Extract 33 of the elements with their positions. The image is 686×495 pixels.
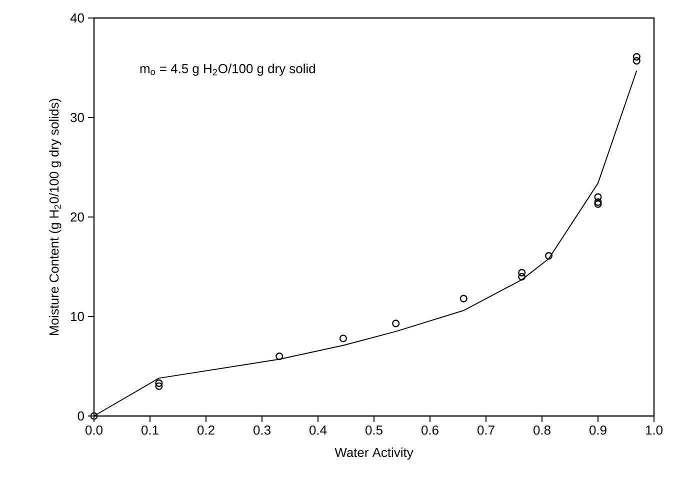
point bbox=[460, 294, 468, 302]
point bbox=[594, 193, 602, 201]
x-tick-label: 0.5 bbox=[366, 426, 382, 435]
x-tick-label: 0.7 bbox=[478, 426, 494, 435]
y-tick-label: 40 bbox=[70, 13, 84, 23]
point bbox=[518, 268, 526, 277]
point bbox=[632, 53, 640, 61]
x-tick-label: 0.3 bbox=[254, 426, 270, 435]
y-tick-label: 0 bbox=[78, 411, 84, 421]
x-tick-label: 0.1 bbox=[142, 426, 158, 435]
point bbox=[518, 272, 526, 280]
point bbox=[544, 252, 553, 260]
x-tick-label: 0.4 bbox=[310, 426, 327, 435]
point bbox=[632, 57, 640, 65]
point bbox=[155, 379, 163, 387]
x-tick-label: 0.0 bbox=[86, 426, 103, 435]
point bbox=[155, 382, 163, 390]
x-tick-label: 0.6 bbox=[422, 426, 438, 435]
point bbox=[339, 334, 347, 342]
point bbox=[392, 320, 400, 328]
x-tick-label: 0.9 bbox=[590, 426, 606, 435]
y-axis-title: Moisture Content (g H$_{2}$0/100 g dry solids) bbox=[49, 98, 62, 335]
y-tick-label: 20 bbox=[70, 212, 84, 222]
x-tick-label: 1.0 bbox=[646, 426, 663, 435]
y-tick-label: 30 bbox=[70, 112, 84, 122]
y-tick-label: 10 bbox=[71, 312, 84, 322]
point bbox=[276, 352, 284, 360]
point bbox=[594, 198, 602, 206]
x-axis-title: Water Activity bbox=[334, 448, 414, 460]
annotation: m$_{o}$ = 4.5 g H$_{2}$O/100 g dry solid bbox=[140, 64, 315, 76]
x-tick-label: 0.8 bbox=[534, 426, 550, 435]
x-tick-label: 0.2 bbox=[198, 426, 214, 435]
point bbox=[594, 200, 602, 208]
